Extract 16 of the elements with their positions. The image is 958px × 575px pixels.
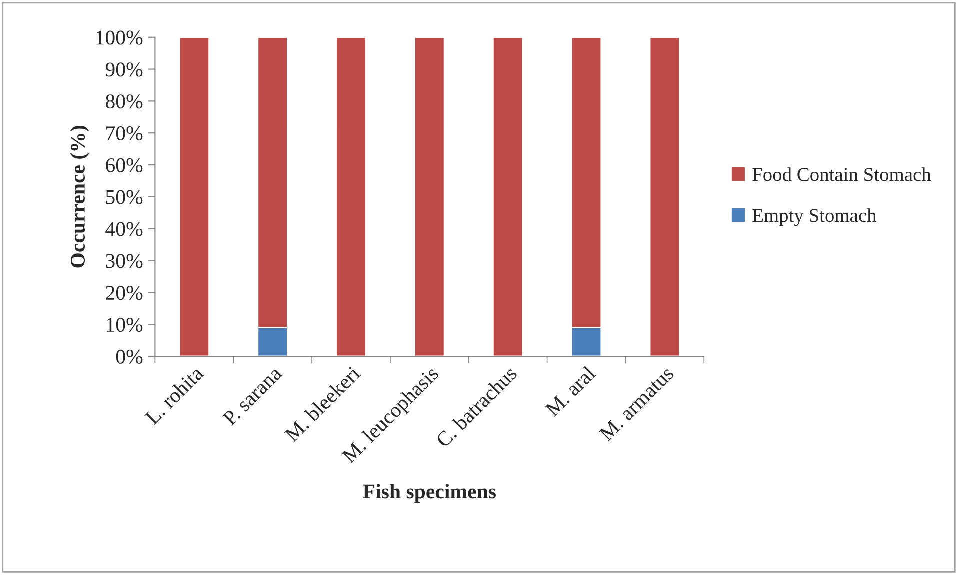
y-tick-label: 0%: [116, 350, 143, 364]
legend-label: Empty Stomach: [752, 208, 877, 226]
y-axis-title: Occurrence (%): [70, 126, 90, 268]
y-tick-label: 70%: [106, 126, 143, 141]
legend-label: Food Contain Stomach: [752, 168, 932, 182]
y-tick-label: 10%: [107, 318, 143, 332]
y-tick-label: 30%: [106, 254, 143, 268]
y-tick-label: 40%: [106, 222, 143, 236]
y-tick-label: 90%: [106, 62, 143, 77]
y-tick-label: 80%: [106, 94, 143, 109]
y-tick-label: 50%: [106, 190, 143, 204]
x-tick-label: M. aral: [544, 365, 597, 418]
y-tick-label: 60%: [106, 158, 143, 173]
y-tick-label: 100%: [96, 30, 143, 45]
x-axis-title: Fish specimens: [363, 484, 496, 503]
y-tick-label: 20%: [106, 286, 143, 300]
